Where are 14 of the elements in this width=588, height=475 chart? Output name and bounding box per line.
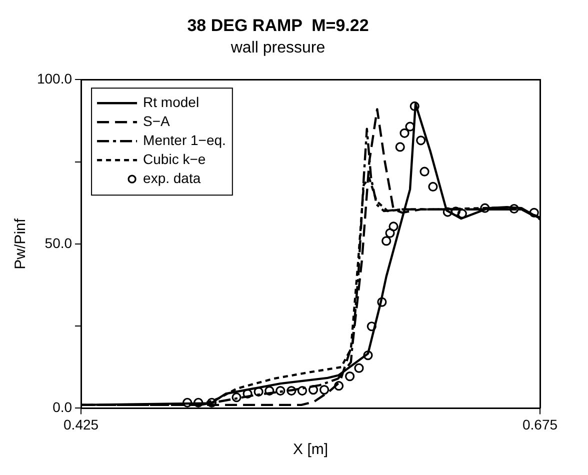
x-axis-title: X [m] — [293, 441, 328, 458]
x-tick-label: 0.675 — [522, 416, 558, 432]
y-tick-label: 0.0 — [52, 399, 72, 416]
legend-label: Cubic k−e — [143, 150, 206, 167]
y-axis-title: Pw/Pinf — [12, 218, 30, 270]
legend-label: S−A — [143, 112, 171, 129]
legend-label: Rt model — [143, 94, 200, 110]
y-tick-label: 50.0 — [44, 234, 72, 251]
chart-title: 38 DEG RAMP M=9.22 — [187, 16, 369, 35]
legend-label: Menter 1−eq. — [143, 132, 226, 148]
legend-label: exp. data — [143, 170, 201, 186]
x-tick-label: 0.425 — [64, 416, 99, 432]
y-tick-label: 100.0 — [36, 70, 72, 86]
chart-subtitle: wall pressure — [230, 39, 326, 56]
